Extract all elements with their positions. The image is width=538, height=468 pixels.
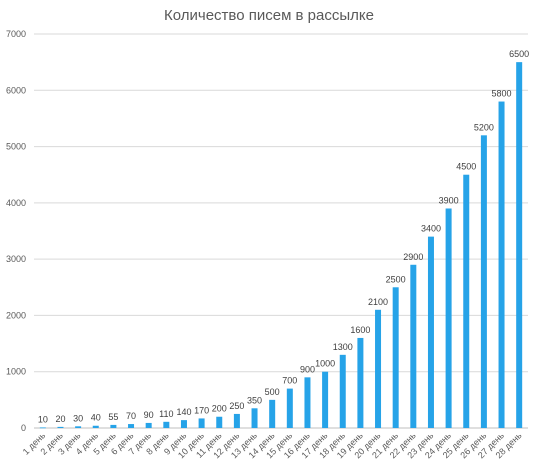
data-label: 900: [300, 364, 315, 374]
bar: [110, 424, 117, 428]
y-tick-label: 4000: [6, 198, 26, 208]
bar: [163, 421, 170, 428]
data-label: 1000: [315, 359, 335, 369]
bar: [57, 426, 64, 428]
data-label: 1300: [333, 342, 353, 352]
bar: [357, 337, 364, 428]
bar: [375, 309, 382, 428]
bar: [339, 354, 346, 428]
bar: [39, 427, 46, 429]
data-label: 5800: [492, 89, 512, 99]
bar: [516, 62, 523, 429]
bar: [75, 426, 82, 428]
bar: [445, 208, 452, 428]
gridlines: [34, 33, 528, 429]
bar: [216, 416, 223, 428]
bar: [180, 420, 187, 428]
bar: [463, 174, 470, 428]
bar: [92, 425, 99, 428]
bars: [39, 62, 523, 429]
bar: [269, 399, 276, 428]
bar: [322, 371, 329, 428]
y-tick-label: 5000: [6, 142, 26, 152]
data-label: 200: [212, 404, 227, 414]
bar: [427, 236, 434, 428]
bar: [198, 418, 205, 428]
chart-title: Количество писем в рассылке: [164, 7, 374, 24]
data-label: 170: [194, 405, 209, 415]
bar: [251, 408, 258, 428]
y-tick-label: 6000: [6, 85, 26, 95]
data-label: 500: [265, 387, 280, 397]
data-label: 2100: [368, 297, 388, 307]
data-label: 3900: [439, 195, 459, 205]
y-tick-label: 1000: [6, 367, 26, 377]
bar: [410, 264, 417, 428]
y-axis-ticks: 0 1000 2000 3000 4000 5000 6000 7000: [6, 29, 26, 433]
bar: [128, 424, 135, 428]
data-label: 6500: [509, 49, 529, 59]
data-label: 140: [176, 407, 191, 417]
data-label: 700: [282, 376, 297, 386]
y-tick-label: 7000: [6, 29, 26, 39]
data-label: 10: [38, 414, 48, 424]
y-tick-label: 2000: [6, 310, 26, 320]
bar: [304, 377, 311, 428]
bar: [392, 287, 399, 428]
bar: [233, 413, 240, 428]
data-label: 110: [159, 409, 173, 419]
y-tick-label: 0: [21, 423, 26, 433]
data-label: 4500: [456, 162, 476, 172]
data-labels: 10 20 30 40 55 70 90 110 140 170 200 25035050070090…: [38, 49, 529, 424]
data-label: 90: [144, 410, 154, 420]
data-label: 250: [229, 401, 244, 411]
bar: [480, 135, 487, 429]
data-label: 3400: [421, 224, 441, 234]
data-label: 40: [91, 413, 101, 423]
data-label: 1600: [350, 325, 370, 335]
data-label: 2500: [386, 274, 406, 284]
data-label: 30: [73, 413, 83, 423]
bar: [286, 388, 293, 428]
data-label: 70: [126, 411, 136, 421]
data-label: 55: [108, 412, 118, 422]
y-tick-label: 3000: [6, 254, 26, 264]
bar: [145, 422, 152, 428]
data-label: 2900: [403, 252, 423, 262]
bar: [498, 101, 505, 429]
data-label: 5200: [474, 122, 494, 132]
data-label: 350: [247, 395, 262, 405]
data-label: 20: [55, 414, 65, 424]
